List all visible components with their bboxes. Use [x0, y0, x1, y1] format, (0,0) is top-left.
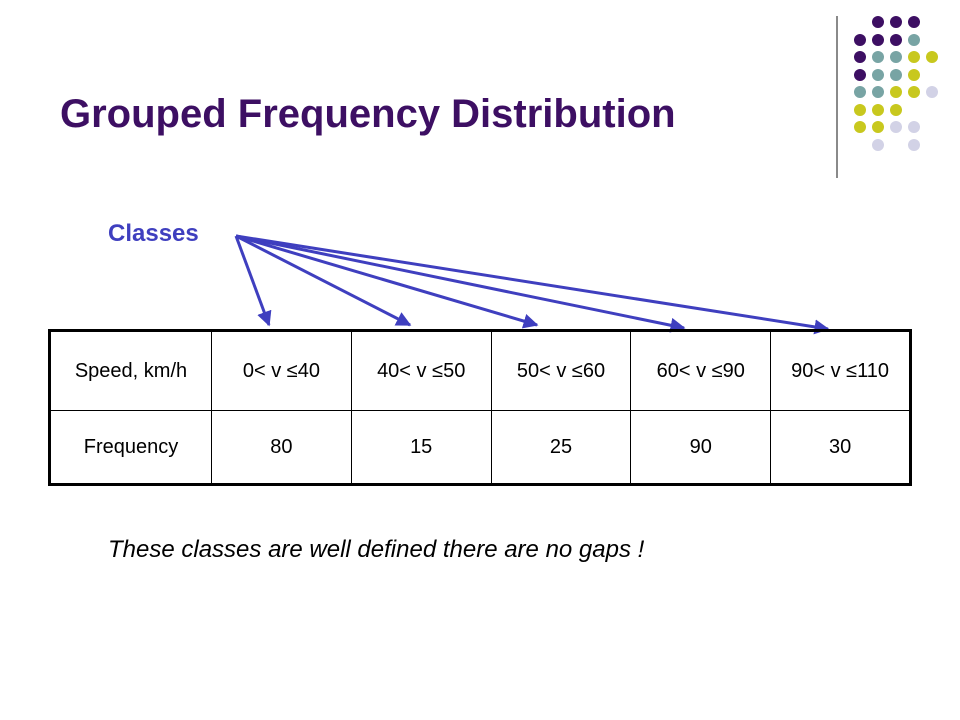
decorative-dot-grid [854, 16, 938, 151]
decorative-dot [854, 104, 866, 116]
arrow-to-class-1 [234, 235, 272, 327]
decorative-dot [890, 121, 902, 133]
decorative-dot [908, 51, 920, 63]
table-cell-class-2: 40< v ≤50 [350, 330, 492, 411]
decorative-dot [854, 34, 866, 46]
decorative-dot [872, 86, 884, 98]
note-text: These classes are well defined there are… [108, 536, 645, 563]
decorative-dot [908, 69, 920, 81]
title-divider-line [836, 16, 838, 178]
decorative-dot [890, 51, 902, 63]
frequency-table: Speed, km/h 0< v ≤40 40< v ≤50 50< v ≤60… [48, 329, 912, 486]
decorative-dot [890, 34, 902, 46]
arrow-to-class-4 [235, 234, 686, 333]
decorative-dot [926, 51, 938, 63]
table-cell-frequency-5: 30 [770, 410, 911, 485]
arrow-to-class-3 [235, 234, 539, 329]
arrow-to-class-2 [235, 234, 412, 327]
decorative-dot [908, 16, 920, 28]
table-row-speed: Speed, km/h 0< v ≤40 40< v ≤50 50< v ≤60… [49, 330, 911, 411]
decorative-dot [872, 69, 884, 81]
decorative-dot [890, 104, 902, 116]
decorative-dot [872, 34, 884, 46]
decorative-dot [890, 86, 902, 98]
decorative-dot [872, 104, 884, 116]
table-cell-frequency-2: 15 [350, 410, 492, 485]
decorative-dot [908, 139, 920, 151]
decorative-dot [926, 86, 938, 98]
decorative-dot [872, 139, 884, 151]
table-cell-class-3: 50< v ≤60 [490, 330, 632, 411]
table-cell-class-5: 90< v ≤110 [770, 330, 911, 411]
classes-label: Classes [108, 220, 199, 247]
table-cell-class-4: 60< v ≤90 [630, 330, 772, 411]
table-cell-header-frequency: Frequency [49, 410, 212, 485]
decorative-dot [854, 86, 866, 98]
decorative-dot [908, 121, 920, 133]
decorative-dot [908, 34, 920, 46]
table-row-frequency: Frequency 80 15 25 90 30 [49, 410, 911, 485]
decorative-dot [854, 121, 866, 133]
decorative-dot [854, 51, 866, 63]
decorative-dot [872, 16, 884, 28]
table-cell-class-1: 0< v ≤40 [211, 330, 352, 411]
decorative-dot [854, 69, 866, 81]
decorative-dot [890, 69, 902, 81]
table-cell-frequency-1: 80 [211, 410, 352, 485]
decorative-dot [890, 16, 902, 28]
table-cell-header-speed: Speed, km/h [49, 330, 212, 411]
decorative-dot [908, 86, 920, 98]
table-cell-frequency-3: 25 [490, 410, 632, 485]
arrow-to-class-5 [235, 234, 830, 335]
table-cell-frequency-4: 90 [630, 410, 772, 485]
decorative-dot [872, 51, 884, 63]
decorative-dot [872, 121, 884, 133]
slide-title: Grouped Frequency Distribution [60, 92, 676, 136]
